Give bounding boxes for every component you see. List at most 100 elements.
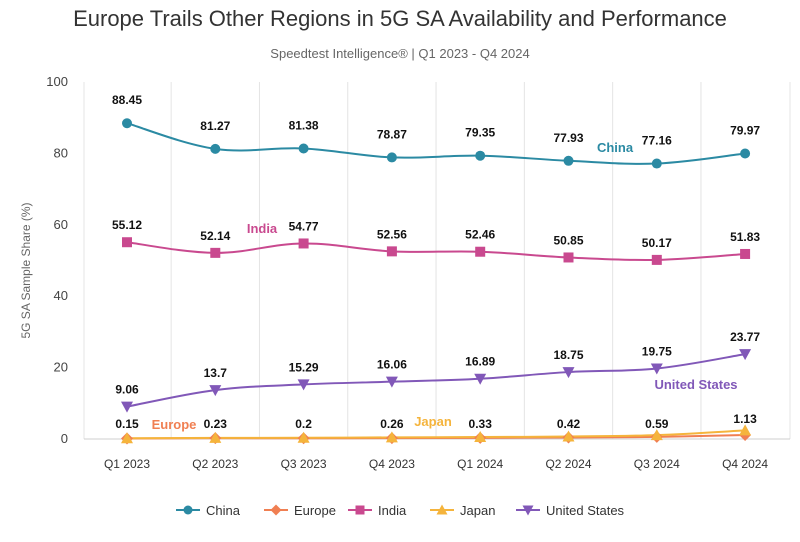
united-states-data-label: 19.75 xyxy=(642,344,672,358)
japan-point xyxy=(650,429,663,441)
china-point xyxy=(210,143,221,154)
china-data-label: 79.35 xyxy=(465,126,495,140)
china-data-label: 81.38 xyxy=(289,118,319,132)
y-tick-label: 0 xyxy=(61,431,68,446)
india-point xyxy=(298,238,309,249)
china-data-label: 77.93 xyxy=(553,131,583,145)
india-point xyxy=(740,248,751,259)
china-annotation: China xyxy=(597,140,634,155)
japan-point xyxy=(297,431,310,443)
japan-point xyxy=(474,431,487,443)
india-data-label: 52.46 xyxy=(465,228,495,242)
india-data-label: 50.17 xyxy=(642,236,672,250)
europe-data-label: 0.2 xyxy=(295,417,312,431)
china-point xyxy=(651,158,662,169)
china-series-line xyxy=(126,122,746,165)
legend-label: Europe xyxy=(294,503,336,518)
united-states-point xyxy=(562,367,575,379)
united-states-data-label: 13.7 xyxy=(204,366,228,380)
india-data-label: 55.12 xyxy=(112,218,142,232)
united-states-point xyxy=(739,349,752,361)
india-point xyxy=(563,252,574,263)
china-data-label: 88.45 xyxy=(112,93,142,107)
legend-marker xyxy=(355,505,365,515)
india-data-label: 50.85 xyxy=(553,233,583,247)
japan-point xyxy=(385,431,398,443)
japan-point xyxy=(209,431,222,443)
legend-label: India xyxy=(378,503,407,518)
china-data-label: 79.97 xyxy=(730,124,760,138)
europe-data-label: 0.15 xyxy=(115,417,139,431)
europe-data-label: 0.26 xyxy=(380,417,404,431)
y-tick-label: 60 xyxy=(54,217,68,232)
united-states-point xyxy=(385,376,398,388)
japan-point xyxy=(121,432,133,444)
united-states-data-label: 9.06 xyxy=(115,383,139,397)
japan-series-line xyxy=(126,429,746,440)
x-tick-label: Q4 2024 xyxy=(722,457,768,471)
india-data-label: 52.56 xyxy=(377,227,407,241)
india-data-label: 51.83 xyxy=(730,230,760,244)
europe-data-label: 0.42 xyxy=(557,417,581,431)
china-data-label: 78.87 xyxy=(377,127,407,141)
japan-point xyxy=(739,424,752,436)
china-point xyxy=(298,143,309,154)
x-tick-label: Q2 2023 xyxy=(192,457,238,471)
europe-data-label: 0.23 xyxy=(204,417,228,431)
china-point xyxy=(475,150,486,161)
united-states-point xyxy=(474,373,487,385)
europe-data-label: 0.59 xyxy=(645,417,669,431)
y-tick-label: 40 xyxy=(54,288,68,303)
china-point xyxy=(122,118,132,129)
legend-marker xyxy=(436,504,448,515)
chart-subtitle: Speedtest Intelligence® | Q1 2023 - Q4 2… xyxy=(270,46,530,61)
x-tick-label: Q2 2024 xyxy=(545,457,591,471)
india-series-line xyxy=(126,241,746,262)
x-tick-label: Q3 2023 xyxy=(281,457,327,471)
india-data-label: 52.14 xyxy=(200,229,230,243)
y-tick-label: 20 xyxy=(54,360,68,375)
india-point xyxy=(386,246,397,257)
x-tick-label: Q1 2023 xyxy=(104,457,150,471)
united-states-annotation: United States xyxy=(654,377,737,392)
china-data-label: 77.16 xyxy=(642,134,672,148)
united-states-data-label: 16.89 xyxy=(465,355,495,369)
legend-marker xyxy=(270,504,282,516)
india-point xyxy=(651,254,662,265)
united-states-point xyxy=(209,385,222,397)
india-annotation: India xyxy=(247,221,278,236)
china-point xyxy=(740,148,751,159)
india-point xyxy=(475,246,486,257)
china-data-label: 81.27 xyxy=(200,119,230,133)
x-tick-label: Q4 2023 xyxy=(369,457,415,471)
united-states-data-label: 15.29 xyxy=(289,360,319,374)
united-states-data-label: 18.75 xyxy=(553,348,583,362)
chart-title: Europe Trails Other Regions in 5G SA Ava… xyxy=(73,6,727,31)
japan-annotation: Japan xyxy=(414,414,452,429)
y-tick-label: 100 xyxy=(46,74,68,89)
united-states-series-line xyxy=(126,353,746,408)
y-axis-label: 5G SA Sample Share (%) xyxy=(19,202,33,338)
europe-data-label: 0.33 xyxy=(469,417,493,431)
legend-label: United States xyxy=(546,503,625,518)
china-point xyxy=(563,155,574,166)
japan-point xyxy=(562,430,575,442)
china-point xyxy=(386,152,397,163)
united-states-point xyxy=(650,363,663,375)
legend-marker xyxy=(183,505,193,515)
india-point xyxy=(210,247,221,258)
legend-marker xyxy=(522,505,534,516)
europe-annotation: Europe xyxy=(152,417,197,432)
europe-data-label: 1.13 xyxy=(733,412,757,426)
united-states-point xyxy=(297,379,310,391)
legend-label: China xyxy=(206,503,241,518)
united-states-point xyxy=(121,401,133,413)
x-tick-label: Q1 2024 xyxy=(457,457,503,471)
x-tick-label: Q3 2024 xyxy=(634,457,680,471)
legend-label: Japan xyxy=(460,503,495,518)
united-states-data-label: 23.77 xyxy=(730,330,760,344)
y-tick-label: 80 xyxy=(54,145,68,160)
india-data-label: 54.77 xyxy=(289,219,319,233)
